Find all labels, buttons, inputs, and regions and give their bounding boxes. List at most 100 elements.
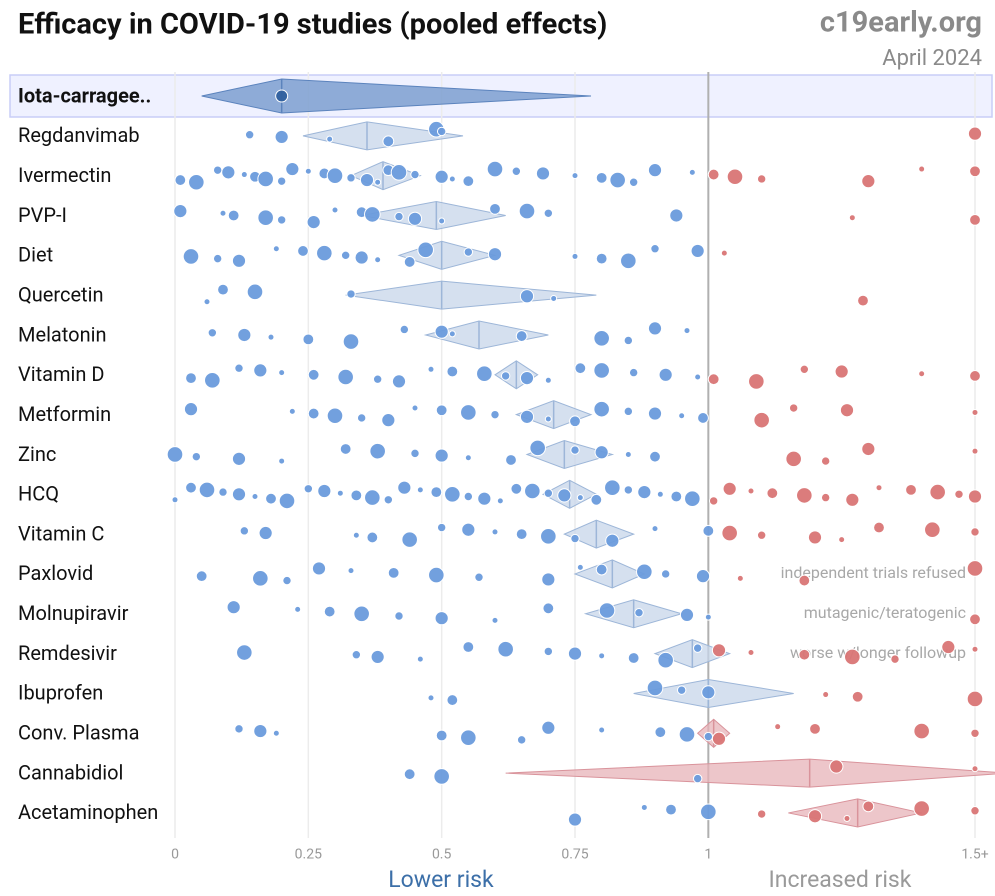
study-dot [679,607,695,622]
study-dot [427,694,435,702]
study-dot [969,613,981,626]
row-label: HCQ [18,482,59,506]
study-dot [798,648,811,661]
study-dot [692,643,703,653]
study-dot [567,646,583,661]
pooled-diamond [525,439,615,469]
study-dot [231,253,247,268]
study-dot [637,485,652,500]
row-label: Acetaminophen [18,800,158,824]
study-dot [460,404,477,421]
study-dot [340,250,351,261]
study-dot [623,406,634,417]
study-dot [381,413,396,428]
study-dot [428,566,445,584]
study-dot [624,450,632,458]
study-dot [971,408,979,416]
study-dot [183,402,199,417]
study-dot [416,486,424,494]
study-dot [489,202,501,215]
study-dot [851,690,864,703]
study-dot [487,247,503,262]
study-dot [399,324,410,335]
study-dot [434,448,449,463]
study-dot [316,244,333,262]
study-dot [571,172,579,180]
study-dot [519,409,535,424]
study-dot [518,202,536,220]
study-dot [306,214,321,230]
study-dot [173,203,188,219]
study-dot [676,685,687,695]
study-dot [692,773,703,784]
study-dot [246,283,264,301]
study-dot [604,479,621,497]
study-dot [807,809,823,824]
study-dot [351,650,362,660]
study-dot [722,481,737,496]
study-dot [785,450,802,468]
study-dot [352,531,360,539]
study-dot [403,768,416,781]
study-dot [370,649,385,665]
study-dot [331,206,339,214]
pooled-diamond [573,559,646,589]
row-label: Conv. Plasma [18,721,139,745]
row-label: PVP-I [18,203,67,227]
study-dot [753,411,770,429]
study-dot [650,244,660,254]
study-dot [695,569,711,584]
study-dot [571,252,579,260]
study-dot [640,803,648,811]
study-dot [756,809,767,819]
study-dot [276,215,287,225]
study-dot [204,372,221,389]
study-dot [647,321,663,336]
study-dot [278,457,286,465]
study-dot [307,407,320,420]
study-dot [326,167,344,184]
study-dot [257,209,274,226]
study-dot [438,217,446,225]
study-dot [515,330,528,342]
study-dot [636,563,653,581]
study-dot [890,654,900,664]
study-dot [683,327,691,335]
study-dot [970,728,980,738]
study-dot [382,135,395,148]
study-dot [970,527,980,537]
study-dot [969,370,981,382]
study-dot [410,448,420,459]
study-dot [491,528,499,536]
x-label-high: Increased risk [769,866,912,893]
study-dot [342,333,360,350]
study-dot [307,368,320,381]
row-label: Ivermectin [18,163,111,187]
study-dot [918,370,926,378]
study-dot [971,645,979,653]
study-dot [463,491,474,502]
study-dot [684,490,701,508]
study-dot [798,574,811,587]
study-dot [598,652,606,660]
study-dot [278,369,286,377]
study-dot [747,487,755,495]
study-dot [403,256,416,268]
study-dot [747,649,755,657]
study-dot [524,482,541,500]
study-dot [411,404,419,412]
pooled-diamond [423,320,549,350]
study-dot [226,600,241,615]
study-dot [515,528,528,541]
study-dot [282,575,292,586]
pooled-diamond [505,758,995,788]
study-dot [574,362,587,375]
study-dot [861,441,876,457]
row-label: Diet [18,243,53,267]
study-dot [430,486,443,499]
study-dot [359,172,375,188]
study-dot [634,607,644,618]
study-dot [434,169,449,184]
date: April 2024 [882,46,982,71]
